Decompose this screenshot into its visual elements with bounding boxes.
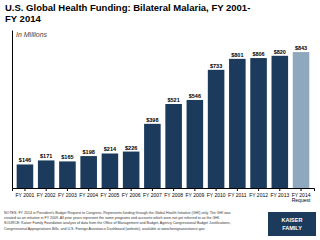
bars — [17, 52, 310, 188]
x-tick: FY 2012 — [249, 188, 268, 198]
data-label: $226 — [125, 145, 137, 151]
x-tick-mark — [24, 188, 25, 191]
plot: FY 2001FY 2002FY 2003FY 2004FY 2005FY 20… — [13, 31, 315, 204]
note: SOURCE: Kaiser Family Foundation analysi… — [4, 221, 231, 225]
bar — [80, 156, 97, 188]
x-tick-mark — [216, 188, 217, 191]
bar — [59, 161, 76, 188]
x-tick: FY 2006 — [122, 188, 141, 198]
x-tick-label: FY 2004 — [79, 192, 98, 198]
data-label: $733 — [210, 63, 222, 69]
x-tick-mark — [46, 188, 47, 191]
x-tick-label: FY 2010 — [207, 192, 226, 198]
bar — [187, 100, 204, 188]
subtitle: In Millions — [16, 31, 48, 38]
x-tick-label: FY 2011 — [228, 192, 247, 198]
bar — [165, 104, 182, 188]
note: created as an initiative in FY 2009. All… — [4, 216, 220, 220]
bar — [38, 160, 55, 188]
x-tick: FY 2014Request — [292, 188, 311, 203]
x-tick-label: FY 2003 — [58, 192, 77, 198]
x-tick-mark — [88, 188, 89, 191]
x-tick: FY 2013 — [270, 188, 289, 198]
x-tick-mark — [109, 188, 110, 191]
y-axis — [12, 31, 13, 189]
data-label: $521 — [167, 97, 179, 103]
x-tick: FY 2007 — [143, 188, 162, 198]
x-tick-label: FY 2005 — [100, 192, 119, 198]
x-tick-label: FY 2002 — [37, 192, 56, 198]
data-label: $806 — [252, 51, 264, 57]
data-label: $165 — [61, 154, 73, 160]
data-label: $214 — [104, 146, 117, 152]
x-tick-label: FY 2008 — [164, 192, 183, 198]
data-label: $398 — [146, 117, 158, 123]
x-tick: FY 2009 — [185, 188, 204, 198]
x-tick-mark — [131, 188, 132, 191]
bar — [17, 164, 34, 188]
x-tick-label: FY 2009 — [185, 192, 204, 198]
data-label: $546 — [189, 93, 201, 99]
x-tick-label: FY 2013 — [270, 192, 289, 198]
data-label: $198 — [83, 149, 95, 155]
x-tick-label: FY 2006 — [122, 192, 141, 198]
data-label: $820 — [274, 49, 286, 55]
note: Congressional Appropriations Bills, and … — [4, 227, 205, 231]
x-tick: FY 2002 — [37, 188, 56, 198]
chart: U.S. Global Health Funding: Bilateral Ma… — [0, 0, 320, 240]
x-tick: FY 2001 — [16, 188, 35, 198]
x-tick: FY 2004 — [79, 188, 98, 198]
title: U.S. Global Health Funding: Bilateral Ma… — [5, 2, 250, 24]
logo: KAISER FAMILY — [268, 212, 316, 236]
note: NOTES: FY 2014 is President's Budget Req… — [4, 211, 231, 215]
bar — [229, 59, 246, 188]
data-label: $801 — [231, 52, 243, 58]
x-tick-mark — [194, 188, 195, 191]
bar — [144, 124, 161, 188]
x-axis: FY 2001FY 2002FY 2003FY 2004FY 2005FY 20… — [13, 188, 315, 203]
logo-text: KAISER — [282, 217, 303, 223]
x-tick: FY 2005 — [100, 188, 119, 198]
bar — [293, 52, 310, 188]
bar — [208, 70, 225, 188]
x-tick-label: FY 2001 — [16, 192, 35, 198]
data-labels: $146 $171 $165 $198 $214 $226 $398 $521 $546 $733… — [19, 45, 307, 163]
x-tick-mark — [237, 188, 238, 191]
logo-text: FAMILY — [282, 225, 302, 231]
x-tick-label: FY 2012 — [249, 192, 268, 198]
x-tick-label: FY 2007 — [143, 192, 162, 198]
bar — [123, 152, 140, 188]
logo-box — [268, 212, 316, 236]
x-tick-mark — [301, 188, 302, 191]
x-tick: FY 2008 — [164, 188, 183, 198]
x-tick-mark — [279, 188, 280, 191]
x-tick-mark — [152, 188, 153, 191]
bar — [250, 58, 267, 188]
x-tick-mark — [173, 188, 174, 191]
data-label: $843 — [295, 45, 307, 51]
x-tick: FY 2011 — [228, 188, 247, 198]
bar — [272, 56, 289, 188]
x-tick-mark — [67, 188, 68, 191]
notes: NOTES: FY 2014 is President's Budget Req… — [4, 211, 231, 231]
x-tick: FY 2003 — [58, 188, 77, 198]
x-tick-label: FY 2014Request — [292, 192, 311, 204]
x-tick: FY 2010 — [207, 188, 226, 198]
data-label: $171 — [40, 153, 52, 159]
data-label: $146 — [19, 157, 31, 163]
x-tick-mark — [258, 188, 259, 191]
bar — [102, 153, 119, 188]
y-axis-line — [12, 31, 13, 189]
